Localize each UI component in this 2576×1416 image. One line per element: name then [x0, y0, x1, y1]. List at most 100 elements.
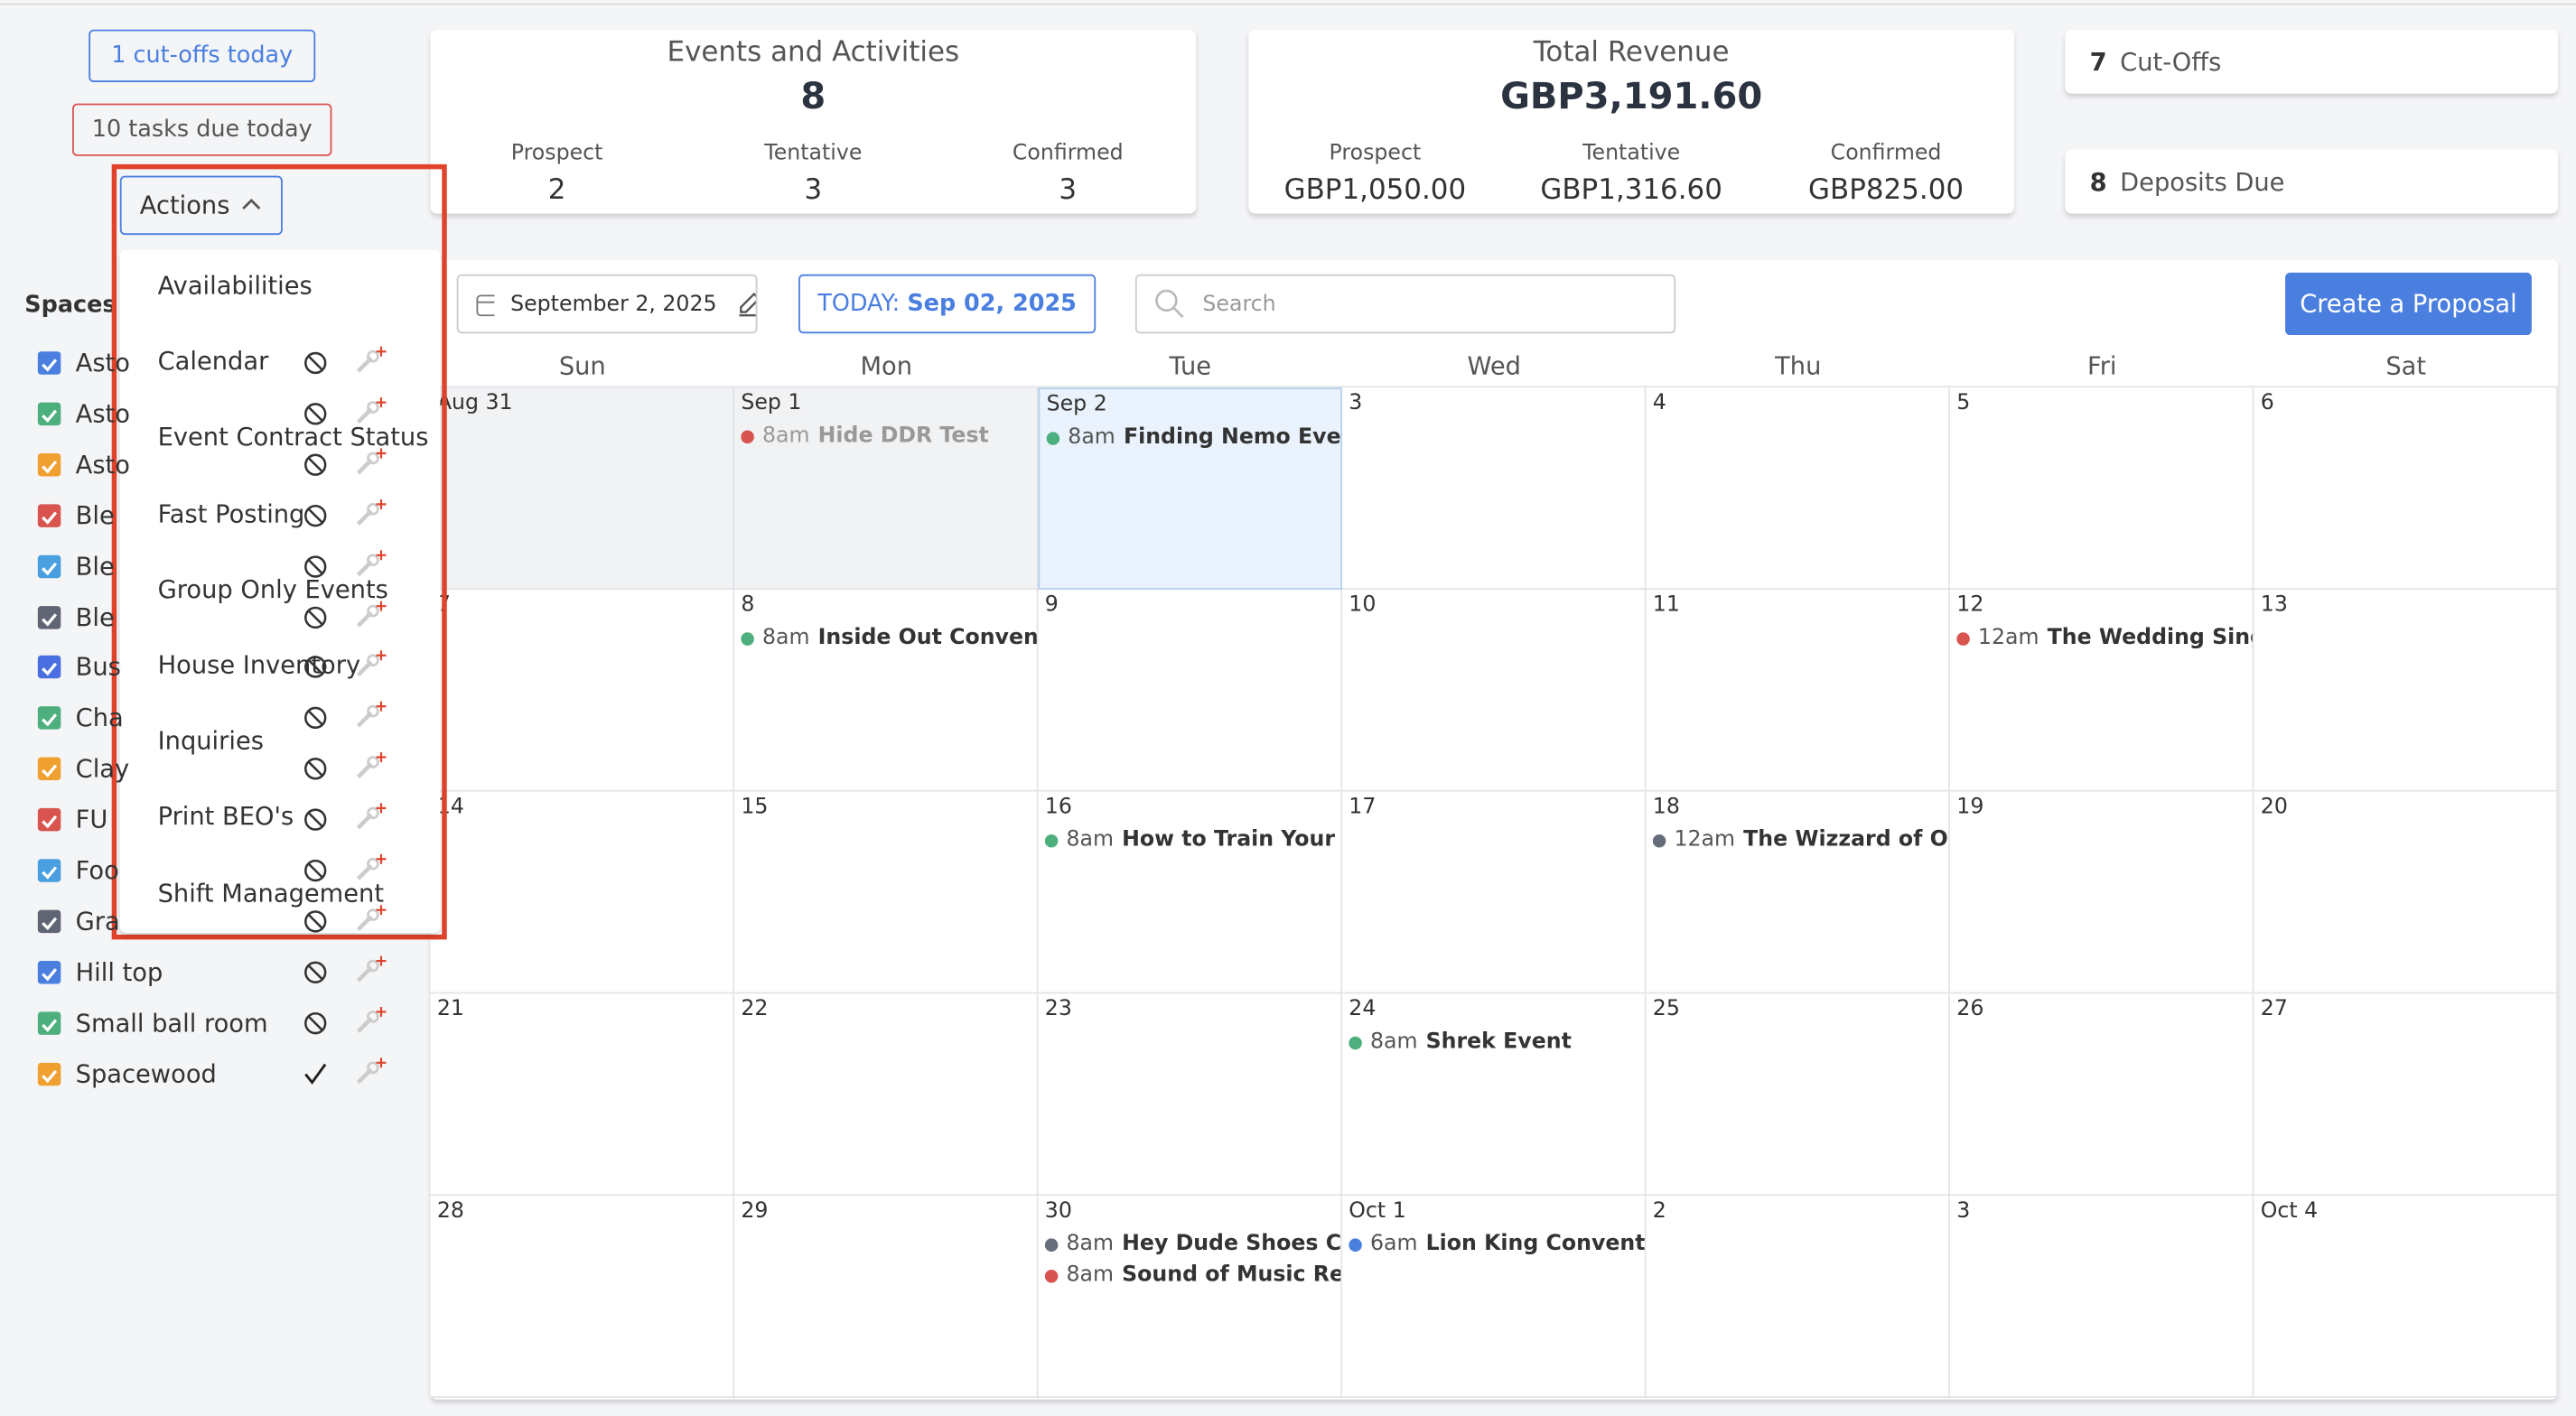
calendar-day[interactable]: 16 8am How to Train Your Drag — [1038, 791, 1343, 994]
weekday-label: Sat — [2385, 351, 2427, 381]
space-wrench-icon[interactable] — [351, 647, 387, 680]
space-checkbox[interactable] — [37, 503, 61, 527]
space-checkbox[interactable] — [37, 706, 61, 731]
stat-card[interactable]: 7 Cut-Offs — [2065, 29, 2558, 94]
space-wrench-icon[interactable] — [351, 445, 387, 478]
cutoffs-button[interactable]: 1 cut-offs today — [89, 29, 316, 82]
calendar-day[interactable]: 30 8am Hey Dude Shoes Conve 8am Sound of Mus… — [1038, 1196, 1343, 1398]
calendar-day[interactable]: 2 — [1646, 1196, 1951, 1398]
space-checkbox[interactable] — [37, 859, 61, 882]
space-wrench-icon[interactable] — [351, 851, 387, 883]
calendar-day[interactable]: Oct 1 6am Lion King Convention — [1342, 1196, 1647, 1398]
day-number: 6 — [2260, 390, 2274, 416]
space-wrench-icon[interactable] — [351, 1003, 387, 1036]
menu-item[interactable]: Event Contract Status — [157, 423, 429, 452]
calendar-day[interactable]: 25 — [1646, 993, 1951, 1197]
calendar-event[interactable]: 12am The Wizzard of OZ Co — [1652, 824, 1948, 856]
calendar-day[interactable]: 20 — [2254, 791, 2558, 994]
space-checkbox[interactable] — [37, 605, 61, 629]
create-proposal-button[interactable]: Create a Proposal — [2285, 272, 2532, 336]
actions-button[interactable]: Actions — [119, 175, 283, 236]
space-checkbox[interactable] — [37, 960, 61, 984]
menu-item[interactable]: Fast Posting — [157, 498, 305, 528]
calendar-day[interactable]: 19 — [1950, 791, 2254, 994]
calendar-day[interactable]: 9 — [1038, 589, 1343, 792]
calendar-day[interactable]: 3 — [1950, 1196, 2254, 1398]
date-picker[interactable]: September 2, 2025 — [456, 274, 758, 334]
calendar-day[interactable]: 5 — [1950, 387, 2254, 590]
calendar-day[interactable]: 4 — [1646, 387, 1951, 590]
calendar-day[interactable]: 28 — [430, 1196, 735, 1398]
calendar-day[interactable]: 17 — [1342, 791, 1647, 994]
event-title: Finding Nemo Event — [1123, 425, 1343, 451]
calendar-event[interactable]: 8am Inside Out Convention — [741, 622, 1037, 654]
calendar-day[interactable]: 13 — [2254, 589, 2558, 792]
calendar-day[interactable]: 27 — [2254, 993, 2558, 1197]
search-box[interactable]: Search — [1134, 274, 1676, 334]
menu-item[interactable]: Inquiries — [157, 726, 264, 757]
space-wrench-icon[interactable] — [351, 800, 387, 833]
space-checkbox[interactable] — [37, 402, 61, 425]
space-checkbox[interactable] — [37, 909, 61, 933]
calendar-day[interactable]: 10 — [1342, 589, 1647, 792]
calendar-day[interactable]: 21 — [430, 993, 735, 1197]
calendar-event[interactable]: 8am How to Train Your Drag — [1044, 824, 1340, 856]
calendar-day[interactable]: 26 — [1950, 993, 2254, 1197]
calendar-day[interactable]: 14 — [430, 791, 735, 994]
calendar-day[interactable]: Aug 31 — [430, 387, 735, 590]
space-checkbox[interactable] — [37, 351, 61, 375]
calendar-event[interactable]: 8am Shrek Event — [1349, 1027, 1644, 1058]
space-checkbox[interactable] — [37, 808, 61, 832]
space-wrench-icon[interactable] — [351, 343, 387, 376]
space-wrench-icon[interactable] — [351, 394, 387, 426]
menu-item[interactable]: Calendar — [157, 347, 269, 377]
space-wrench-icon[interactable] — [351, 496, 387, 528]
space-checkbox[interactable] — [37, 757, 61, 781]
calendar-day[interactable]: 18 12am The Wizzard of OZ Co — [1646, 791, 1951, 994]
space-wrench-icon[interactable] — [351, 953, 387, 985]
calendar-event[interactable]: 8am Hide DDR Test — [741, 421, 1036, 452]
calendar-day[interactable]: 15 — [734, 791, 1039, 994]
calendar-day[interactable]: 11 — [1646, 589, 1951, 792]
stat-card[interactable]: 8 Deposits Due — [2065, 149, 2558, 214]
space-checkbox[interactable] — [37, 656, 61, 679]
space-checkbox[interactable] — [37, 1062, 61, 1085]
space-checkbox[interactable] — [37, 1011, 61, 1035]
space-wrench-icon[interactable] — [351, 901, 387, 934]
menu-item[interactable]: Shift Management — [157, 878, 385, 908]
calendar-day[interactable]: 23 — [1038, 993, 1343, 1197]
calendar-day[interactable]: Sep 2 8am Finding Nemo Event — [1038, 387, 1343, 590]
calendar-day[interactable]: 7 — [430, 589, 735, 792]
menu-item[interactable]: Group Only Events — [157, 574, 388, 604]
space-wrench-icon[interactable] — [351, 546, 387, 579]
space-checkbox[interactable] — [37, 452, 61, 477]
space-wrench-icon[interactable] — [351, 750, 387, 782]
calendar-event[interactable]: 8am Sound of Music Reunio — [1044, 1260, 1340, 1291]
space-wrench-icon[interactable] — [351, 699, 387, 731]
card-item-value: GBP1,050.00 — [1283, 173, 1467, 208]
calendar-day[interactable]: 6 — [2254, 387, 2558, 590]
day-number: 13 — [2260, 592, 2288, 618]
calendar-event[interactable]: 8am Hey Dude Shoes Conve — [1044, 1229, 1340, 1261]
space-checkbox[interactable] — [37, 554, 61, 578]
calendar-day[interactable]: 29 — [734, 1196, 1039, 1398]
menu-item[interactable]: Print BEO's — [157, 802, 294, 833]
calendar-day[interactable]: Sep 1 8am Hide DDR Test — [734, 387, 1039, 590]
calendar-day[interactable]: 3 — [1342, 387, 1647, 590]
space-name: Hill top — [75, 957, 163, 987]
menu-item[interactable]: House Inventory — [157, 650, 361, 681]
today-button[interactable]: TODAY: Sep 02, 2025 — [798, 274, 1097, 334]
calendar-event[interactable]: 6am Lion King Convention — [1349, 1229, 1645, 1261]
calendar-day[interactable]: 12 12am The Wedding Singer — [1950, 589, 2254, 792]
menu-item[interactable]: Availabilities — [157, 271, 313, 301]
space-wrench-icon[interactable] — [351, 597, 387, 629]
summary-card: Total Revenue GBP3,191.60 Prospect GBP1,050… — [1248, 29, 2014, 214]
calendar-day[interactable]: Oct 4 — [2254, 1196, 2558, 1398]
space-wrench-icon[interactable] — [351, 1054, 387, 1086]
calendar-day[interactable]: 24 8am Shrek Event — [1342, 993, 1647, 1197]
calendar-event[interactable]: 12am The Wedding Singer — [1956, 622, 2253, 654]
calendar-day[interactable]: 22 — [734, 993, 1039, 1197]
tasks-button[interactable]: 10 tasks due today — [72, 103, 332, 156]
calendar-event[interactable]: 8am Finding Nemo Event — [1046, 422, 1343, 453]
